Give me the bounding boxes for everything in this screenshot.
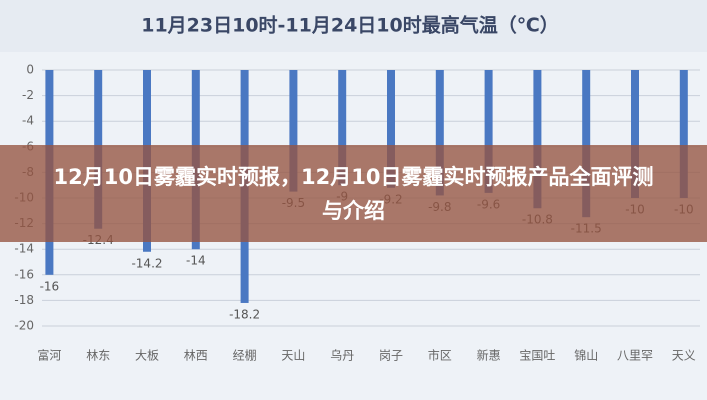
value-label: -14: [186, 254, 206, 268]
x-tick-label: 八里罕: [617, 349, 653, 363]
bar: [679, 70, 688, 198]
bar: [631, 70, 639, 198]
y-tick-label: -16: [14, 267, 34, 281]
title-band: [0, 0, 707, 52]
x-tick-label: 林西: [184, 349, 208, 363]
bar: [533, 70, 542, 209]
x-tick-label: 富河: [37, 348, 61, 363]
x-tick-label: 天山: [281, 349, 305, 363]
bar: [338, 70, 347, 186]
bar: [435, 70, 444, 196]
value-label: -14.2: [131, 256, 162, 270]
x-tick-label: 乌丹: [330, 348, 354, 363]
x-tick-label: 经棚: [233, 348, 257, 363]
bar: [582, 70, 591, 218]
y-tick-label: -20: [14, 319, 34, 333]
banner-title: 12月10日雾霾实时预报，12月10日雾霾实时预报产品全面评测与介绍: [53, 164, 654, 223]
chart-title: 11月23日10时-11月24日10时最高气温（℃）: [141, 14, 559, 37]
bar: [484, 70, 493, 193]
bar: [387, 70, 395, 188]
banner: 12月10日雾霾实时预报，12月10日雾霾实时预报产品全面评测与介绍: [0, 145, 707, 242]
y-tick-label: -18: [14, 293, 34, 307]
x-tick-label: 天义: [672, 349, 696, 363]
value-label: -18.2: [229, 307, 260, 321]
x-tick-label: 锦山: [574, 349, 598, 363]
x-tick-label: 大板: [135, 349, 159, 363]
y-tick-label: 0: [26, 63, 34, 77]
y-tick-label: -2: [22, 88, 34, 102]
y-tick-label: -14: [14, 242, 34, 256]
value-label: -16: [40, 279, 60, 293]
x-tick-label: 新惠: [477, 348, 501, 363]
x-tick-label: 林东: [86, 349, 110, 363]
x-tick-label: 市区: [428, 348, 452, 363]
bar: [289, 70, 298, 192]
x-tick-label: 宝国吐: [519, 349, 555, 363]
x-tick-label: 岗子: [379, 349, 403, 363]
y-tick-label: -4: [22, 114, 34, 128]
